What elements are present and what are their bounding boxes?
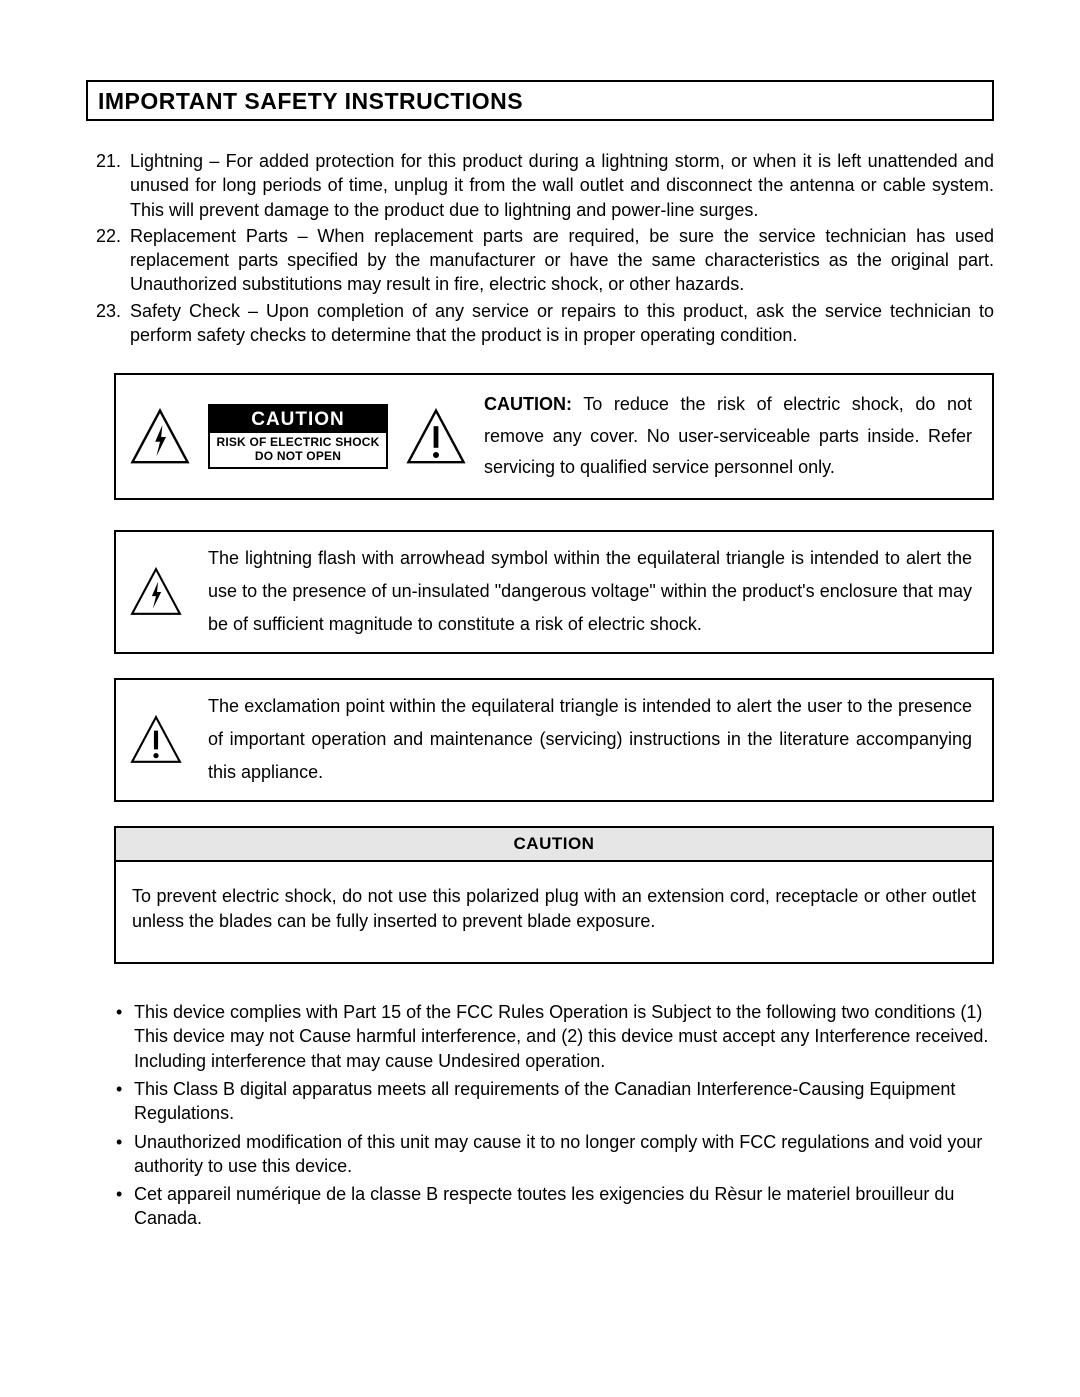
- list-item: • Unauthorized modification of this unit…: [116, 1130, 994, 1179]
- item-text: Safety Check – Upon completion of any se…: [130, 299, 994, 348]
- list-item: 23. Safety Check – Upon completion of an…: [96, 299, 994, 348]
- numbered-list: 21. Lightning – For added protection for…: [86, 149, 994, 347]
- bullet-icon: •: [116, 1130, 134, 1179]
- bullet-text: Cet appareil numérique de la classe B re…: [134, 1182, 994, 1231]
- lightning-explain-box: The lightning flash with arrowhead symbo…: [114, 530, 994, 654]
- bullet-icon: •: [116, 1077, 134, 1126]
- page-title: IMPORTANT SAFETY INSTRUCTIONS: [98, 88, 982, 115]
- item-text: Lightning – For added protection for thi…: [130, 149, 994, 222]
- bullet-icon: •: [116, 1000, 134, 1073]
- exclamation-triangle-icon: [406, 407, 466, 467]
- page: IMPORTANT SAFETY INSTRUCTIONS 21. Lightn…: [0, 0, 1080, 1315]
- caution-label: CAUTION: [210, 406, 386, 433]
- gray-caution-body: To prevent electric shock, do not use th…: [116, 862, 992, 962]
- exclamation-explain-box: The exclamation point within the equilat…: [114, 678, 994, 802]
- lightning-explain-text: The lightning flash with arrowhead symbo…: [208, 542, 972, 642]
- bullet-text: This Class B digital apparatus meets all…: [134, 1077, 994, 1126]
- item-number: 22.: [96, 224, 130, 297]
- item-text: Replacement Parts – When replacement par…: [130, 224, 994, 297]
- caution-lead: CAUTION:: [484, 394, 572, 414]
- bullet-list: • This device complies with Part 15 of t…: [86, 1000, 994, 1231]
- list-item: • This device complies with Part 15 of t…: [116, 1000, 994, 1073]
- caution-text: CAUTION: To reduce the risk of electric …: [484, 389, 972, 484]
- list-item: 21. Lightning – For added protection for…: [96, 149, 994, 222]
- exclamation-explain-text: The exclamation point within the equilat…: [208, 690, 972, 790]
- caution-box: CAUTION RISK OF ELECTRIC SHOCK DO NOT OP…: [114, 373, 994, 500]
- exclamation-triangle-icon: [130, 714, 182, 766]
- list-item: • This Class B digital apparatus meets a…: [116, 1077, 994, 1126]
- list-item: • Cet appareil numérique de la classe B …: [116, 1182, 994, 1231]
- lightning-triangle-icon: [130, 566, 182, 618]
- lightning-triangle-icon: [130, 407, 190, 467]
- item-number: 23.: [96, 299, 130, 348]
- gray-caution-header: CAUTION: [116, 828, 992, 862]
- bullet-icon: •: [116, 1182, 134, 1231]
- caution-label-box: CAUTION RISK OF ELECTRIC SHOCK DO NOT OP…: [208, 404, 388, 469]
- caution-sub1: RISK OF ELECTRIC SHOCK: [210, 435, 386, 449]
- heading-box: IMPORTANT SAFETY INSTRUCTIONS: [86, 80, 994, 121]
- bullet-text: Unauthorized modification of this unit m…: [134, 1130, 994, 1179]
- item-number: 21.: [96, 149, 130, 222]
- list-item: 22. Replacement Parts – When replacement…: [96, 224, 994, 297]
- bullet-text: This device complies with Part 15 of the…: [134, 1000, 994, 1073]
- gray-caution-box: CAUTION To prevent electric shock, do no…: [114, 826, 994, 964]
- caution-sub2: DO NOT OPEN: [210, 449, 386, 463]
